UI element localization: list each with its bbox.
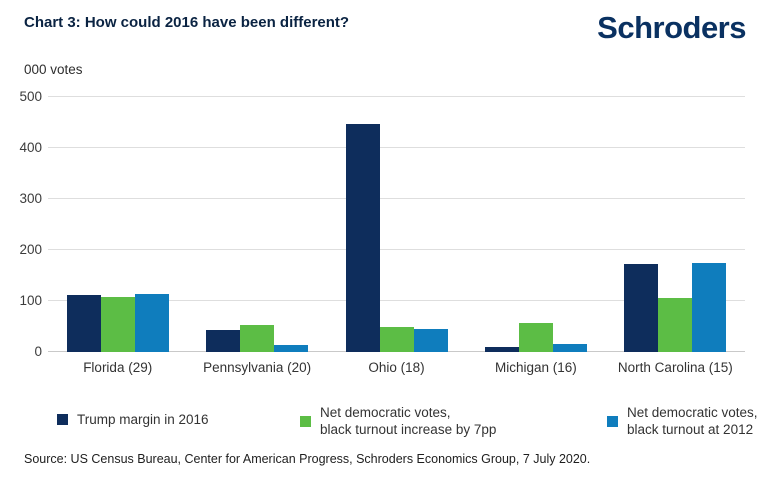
y-tick-label-400: 400 (19, 140, 42, 155)
bar-group-1 (187, 97, 326, 352)
bar-series2-1 (274, 344, 309, 352)
y-axis-title: 000 votes (24, 62, 83, 77)
bar-series0-2 (345, 124, 380, 352)
x-category-label-3: Michigan (16) (495, 360, 577, 375)
bar-series1-1 (240, 324, 275, 352)
bar-series2-4 (692, 262, 727, 352)
legend-label: Net democratic votes, black turnout at 20… (627, 405, 758, 437)
legend-swatch-icon (300, 415, 311, 427)
legend-label: Trump margin in 2016 (77, 412, 209, 427)
legend-label: Net democratic votes, black turnout incre… (320, 405, 497, 437)
x-axis-category-labels: Florida (29) Pennsylvania (20) Ohio (18) Mi… (48, 360, 745, 375)
y-axis-tick-labels: 0 100 200 300 400 500 (0, 89, 42, 359)
gridline-y-300 (48, 198, 745, 199)
y-tick-label-100: 100 (19, 293, 42, 308)
bar-group-2 (327, 97, 466, 352)
bar-series0-3 (484, 346, 519, 352)
schroders-logo: Schroders (597, 10, 746, 45)
legend-item-0: Trump margin in 2016 (57, 411, 209, 428)
plot-area (48, 96, 745, 352)
bar-group-4 (606, 97, 745, 352)
y-tick-label-500: 500 (19, 89, 42, 104)
bar-group-0 (48, 97, 187, 352)
x-category-label-2: Ohio (18) (368, 360, 425, 375)
bar-series0-0 (66, 294, 101, 352)
x-category-label-4: North Carolina (15) (617, 360, 733, 375)
legend-swatch-icon (57, 414, 68, 425)
chart-title: Chart 3: How could 2016 have been differ… (24, 14, 350, 31)
legend-item-2: Net democratic votes, black turnout at 20… (607, 404, 758, 438)
y-tick-label-200: 200 (19, 242, 42, 257)
bar-groups (48, 97, 745, 352)
bar-series1-4 (658, 298, 693, 352)
y-tick-label-0: 0 (34, 344, 42, 359)
gridline-y-200 (48, 249, 745, 250)
y-tick-label-300: 300 (19, 191, 42, 206)
bar-series0-4 (624, 263, 659, 352)
source-note: Source: US Census Bureau, Center for Ame… (24, 452, 591, 466)
bar-series1-0 (100, 296, 135, 352)
bar-series1-2 (379, 326, 414, 352)
gridline-y-400 (48, 147, 745, 148)
legend-item-1: Net democratic votes, black turnout incre… (300, 404, 496, 438)
bar-series2-3 (552, 343, 587, 352)
gridline-y-100 (48, 300, 745, 301)
legend-swatch-icon (607, 415, 618, 427)
bar-series2-0 (134, 293, 169, 352)
bar-series1-3 (518, 323, 553, 352)
bar-series0-1 (206, 329, 241, 352)
x-category-label-0: Florida (29) (83, 360, 153, 375)
gridline-y-500 (48, 96, 745, 97)
bar-series2-2 (413, 328, 448, 352)
x-category-label-1: Pennsylvania (20) (203, 360, 312, 375)
bar-group-3 (466, 97, 605, 352)
